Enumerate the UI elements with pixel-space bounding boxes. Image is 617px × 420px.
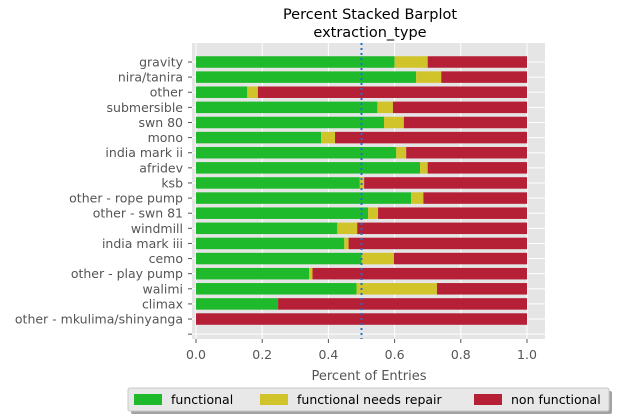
bar-segment (384, 116, 404, 129)
bar-segment (196, 237, 345, 250)
bar-segment (436, 283, 527, 295)
bar-segment (196, 162, 421, 174)
legend: functional functional needs repair non fun… (127, 387, 612, 414)
bar-segment (361, 252, 394, 265)
y-tick-label: india mark ii (105, 145, 183, 160)
bar-segment (196, 283, 357, 295)
y-tick-label: cemo (149, 251, 183, 266)
chart-title: Percent Stacked Barplot (283, 7, 457, 23)
bar-segment (348, 237, 527, 250)
bar-segment (309, 267, 313, 280)
x-tick-label: 0.6 (385, 347, 405, 362)
bar-segment (403, 116, 527, 129)
bar-segment (196, 71, 417, 83)
bar-segment (196, 86, 248, 98)
bar-segment (423, 192, 527, 204)
bar-segment (344, 237, 349, 250)
bar-segment (357, 222, 527, 235)
x-axis-label: Percent of Entries (312, 369, 427, 384)
bar-segment (392, 101, 527, 114)
y-tick-label: walimi (143, 281, 183, 296)
bar-segment (257, 86, 527, 98)
y-tick-label: india mark iii (102, 236, 183, 251)
legend-swatch (134, 394, 162, 405)
legend-swatch (260, 394, 288, 405)
x-tick-label: 1.0 (517, 347, 537, 362)
bar-segment (196, 207, 369, 219)
y-tick-label: afridev (139, 160, 183, 175)
bar-segment (337, 222, 358, 235)
x-tick-label: 0.2 (252, 347, 272, 362)
legend-label: functional (171, 392, 233, 407)
bar-segment (427, 162, 527, 174)
legend-box (127, 387, 610, 412)
bar-segment (196, 192, 412, 204)
bar-segment (196, 267, 310, 280)
x-tick-label: 0.4 (318, 347, 338, 362)
bar-segment (441, 71, 527, 83)
bar-segment (368, 207, 379, 219)
bar-segment (312, 267, 527, 280)
x-tick-label: 0.0 (186, 347, 206, 362)
bar-segment (406, 146, 527, 159)
bar-segment (378, 207, 527, 219)
bar-segment (196, 131, 322, 144)
bar-segment (196, 177, 360, 189)
legend-label: non functional (511, 392, 601, 407)
bar-segment (196, 101, 378, 114)
bar-segment (321, 131, 336, 144)
bar-segment (196, 298, 279, 310)
bar-segment (196, 252, 362, 265)
bar-segment (196, 116, 385, 129)
bar-segment (196, 222, 338, 235)
y-tick-label: climax (142, 296, 183, 311)
bar-segment (196, 56, 395, 68)
y-tick-label: nira/tanira (118, 70, 183, 85)
bar-segment (396, 146, 407, 159)
bar-segment (393, 252, 527, 265)
y-tick-label: other - mkulima/shinyanga (15, 312, 183, 327)
y-tick-label: swn 80 (138, 115, 183, 130)
bar-segment (196, 146, 397, 159)
y-tick-label: gravity (139, 55, 184, 70)
y-tick-label: ksb (161, 175, 183, 190)
y-tick-label: windmill (131, 221, 183, 236)
x-tick-labels: 0.0 0.2 0.4 0.6 0.8 1.0 (186, 339, 537, 362)
bar-segment (427, 56, 527, 68)
y-tick-label: other (150, 85, 184, 100)
y-tick-label: submersible (107, 100, 184, 115)
bar-segment (359, 177, 365, 189)
y-tick-label: other - play pump (71, 266, 183, 281)
y-tick-label: other - rope pump (69, 191, 183, 206)
bar-segment (356, 283, 437, 295)
legend-label: functional needs repair (297, 392, 443, 407)
bar-segment (278, 298, 527, 310)
y-tick-label: mono (148, 130, 183, 145)
bar-segment (247, 86, 258, 98)
chart-subtitle: extraction_type (313, 25, 426, 41)
bar-segment (416, 71, 442, 83)
x-tick-label: 0.8 (451, 347, 471, 362)
legend-swatch (474, 394, 502, 405)
bar-segment (377, 101, 393, 114)
bar-segment (420, 162, 428, 174)
bar-segment (411, 192, 424, 204)
bar-segment (335, 131, 527, 144)
y-tick-label: other - swn 81 (93, 206, 183, 221)
bar-segment (364, 177, 527, 189)
bar-segment (394, 56, 428, 68)
